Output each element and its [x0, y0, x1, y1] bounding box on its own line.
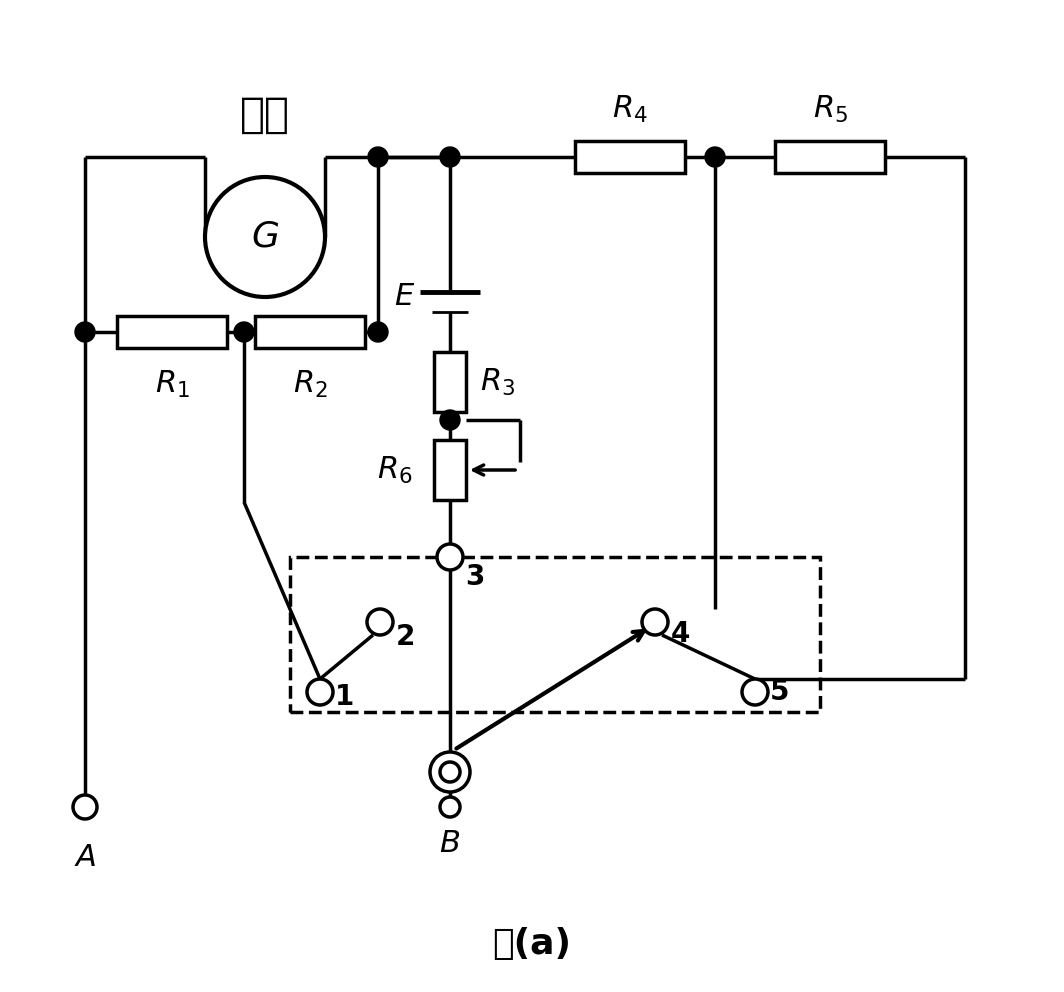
Bar [434, 440, 466, 500]
Circle shape [367, 609, 393, 635]
Circle shape [74, 322, 95, 342]
Circle shape [307, 679, 333, 705]
Text: 5: 5 [770, 678, 789, 706]
Text: $R_5$: $R_5$ [813, 93, 847, 125]
Circle shape [440, 762, 460, 782]
Circle shape [705, 147, 725, 167]
Text: $E$: $E$ [395, 282, 416, 312]
Text: $R_3$: $R_3$ [481, 366, 516, 398]
Circle shape [368, 147, 388, 167]
Circle shape [368, 322, 388, 342]
Circle shape [440, 410, 460, 430]
Circle shape [234, 322, 254, 342]
Bar [434, 352, 466, 412]
Bar [575, 141, 685, 173]
Text: 表头: 表头 [240, 94, 290, 136]
Text: 4: 4 [670, 620, 689, 648]
Circle shape [437, 544, 463, 570]
Text: 3: 3 [465, 563, 485, 591]
Text: 1: 1 [335, 683, 354, 711]
Circle shape [642, 609, 668, 635]
Text: $R_4$: $R_4$ [612, 93, 648, 125]
Text: $B$: $B$ [439, 828, 461, 859]
Circle shape [440, 797, 460, 817]
Text: 图(a): 图(a) [493, 927, 571, 961]
Circle shape [73, 795, 97, 819]
Circle shape [440, 147, 460, 167]
Bar [775, 141, 885, 173]
Text: $G$: $G$ [251, 220, 279, 254]
Text: $R_1$: $R_1$ [154, 368, 189, 400]
Bar [255, 316, 365, 348]
Circle shape [205, 177, 325, 297]
Text: $A$: $A$ [73, 841, 96, 873]
Text: 2: 2 [396, 623, 415, 651]
Circle shape [742, 679, 768, 705]
Text: $R_6$: $R_6$ [378, 454, 413, 485]
Bar [117, 316, 227, 348]
Circle shape [430, 752, 470, 792]
Text: $R_2$: $R_2$ [293, 368, 328, 400]
